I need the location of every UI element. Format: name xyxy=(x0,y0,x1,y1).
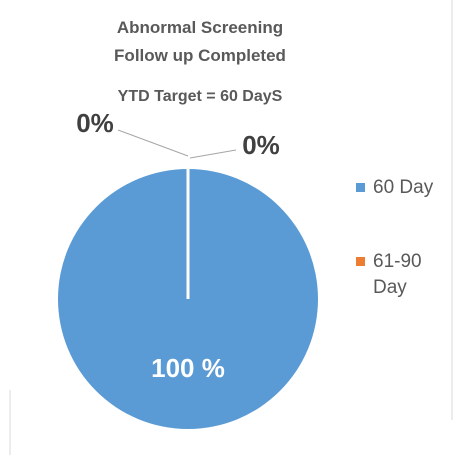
chart-title: Abnormal Screening Follow up Completed xyxy=(114,18,286,65)
chart-subtitle: YTD Target = 60 DayS xyxy=(117,88,283,105)
legend-label: 60 Day xyxy=(373,177,434,198)
legend-swatch xyxy=(356,183,365,192)
data-label: 0% xyxy=(242,130,280,160)
data-label: 100 % xyxy=(151,353,225,383)
leader-line xyxy=(117,129,189,157)
legend-swatch xyxy=(356,257,365,266)
leader-line xyxy=(189,149,237,159)
data-label: 0% xyxy=(76,108,114,138)
legend-label: 61-90 Day xyxy=(373,251,422,298)
